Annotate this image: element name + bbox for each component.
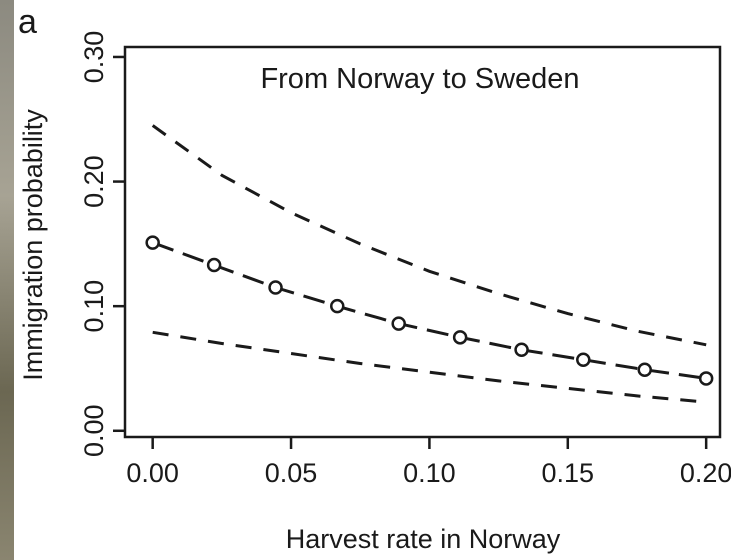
panel-label: a	[18, 3, 37, 41]
chart-title: From Norway to Sweden	[260, 63, 579, 95]
y-tick-label: 0.00	[79, 404, 109, 457]
x-tick-label: 0.20	[680, 458, 731, 488]
x-tick-label: 0.05	[265, 458, 318, 488]
series-line-estimate	[152, 241, 707, 380]
data-point	[514, 342, 529, 358]
data-point	[576, 352, 591, 367]
y-tick-label: 0.10	[79, 280, 109, 333]
photo-edge-strip	[0, 0, 14, 560]
series-line-lower	[152, 330, 707, 404]
data-point	[452, 330, 468, 345]
data-point	[268, 280, 283, 295]
data-point	[637, 362, 652, 377]
y-tick-label: 0.20	[79, 155, 109, 208]
x-tick-label: 0.00	[126, 458, 179, 488]
plot-frame	[123, 45, 722, 439]
x-axis-label: Harvest rate in Norway	[286, 524, 561, 554]
data-point	[698, 371, 714, 386]
data-point	[206, 257, 222, 273]
data-point	[330, 298, 345, 314]
data-point	[145, 235, 160, 250]
data-point	[391, 316, 406, 331]
x-tick-label: 0.15	[542, 458, 595, 488]
series-line-upper	[151, 124, 707, 347]
y-tick-label: 0.30	[79, 31, 109, 84]
y-axis-label: Immigration probability	[18, 109, 48, 381]
x-tick-label: 0.10	[403, 458, 456, 488]
